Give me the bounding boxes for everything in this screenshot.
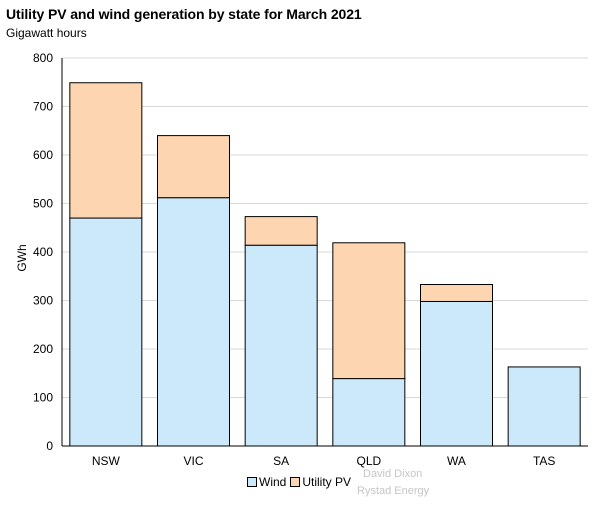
bar-wind-vic <box>157 197 230 447</box>
x-tick-label: NSW <box>92 454 121 468</box>
x-tick-label: VIC <box>183 454 203 468</box>
axes: 0 100 200 300 400 500 600 700 800 NSW VIC SA QLD WA TA… <box>33 51 588 468</box>
chart-subtitle: Gigawatt hours <box>6 26 87 40</box>
legend-swatch-utility-pv <box>290 477 301 487</box>
y-tick-label: 800 <box>33 51 53 65</box>
bar-wind-wa <box>420 300 493 447</box>
bar-wind-tas <box>507 366 581 447</box>
bar-utility-pv-sa <box>244 216 318 246</box>
watermark-author: David Dixon <box>363 468 423 480</box>
bar-utility-pv-qld <box>332 242 406 380</box>
x-tick-label: QLD <box>356 454 381 468</box>
legend: Wind Utility PV <box>247 475 355 489</box>
legend-item-utility-pv: Utility PV <box>290 475 351 489</box>
x-tick-label: WA <box>447 454 466 468</box>
y-axis-title: GWh <box>15 244 29 271</box>
x-tick-label: SA <box>273 454 289 468</box>
y-tick-label: 500 <box>33 197 53 211</box>
legend-swatch-wind <box>247 477 257 487</box>
y-tick-label: 400 <box>33 245 53 259</box>
bar-utility-pv-vic <box>157 135 230 199</box>
y-tick-label: 100 <box>33 391 53 405</box>
bar-wind-qld <box>332 378 406 447</box>
x-tick-label: TAS <box>533 454 555 468</box>
y-tick-label: 0 <box>46 439 53 453</box>
y-tick-label: 300 <box>33 294 53 308</box>
watermark-company: Rystad Energy <box>357 485 430 497</box>
y-tick-label: 600 <box>33 148 53 162</box>
y-tick-label: 700 <box>33 100 53 114</box>
gridlines <box>62 57 588 398</box>
legend-item-wind: Wind <box>247 475 286 489</box>
bar-wind-nsw <box>69 217 143 447</box>
legend-label-wind: Wind <box>259 475 287 489</box>
chart-title: Utility PV and wind generation by state … <box>6 6 362 22</box>
bar-utility-pv-nsw <box>69 82 143 219</box>
bars <box>69 82 581 447</box>
y-tick-label: 200 <box>33 342 53 356</box>
bar-utility-pv-wa <box>420 283 493 302</box>
bar-wind-sa <box>244 244 318 447</box>
legend-label-utility-pv: Utility PV <box>302 475 352 489</box>
